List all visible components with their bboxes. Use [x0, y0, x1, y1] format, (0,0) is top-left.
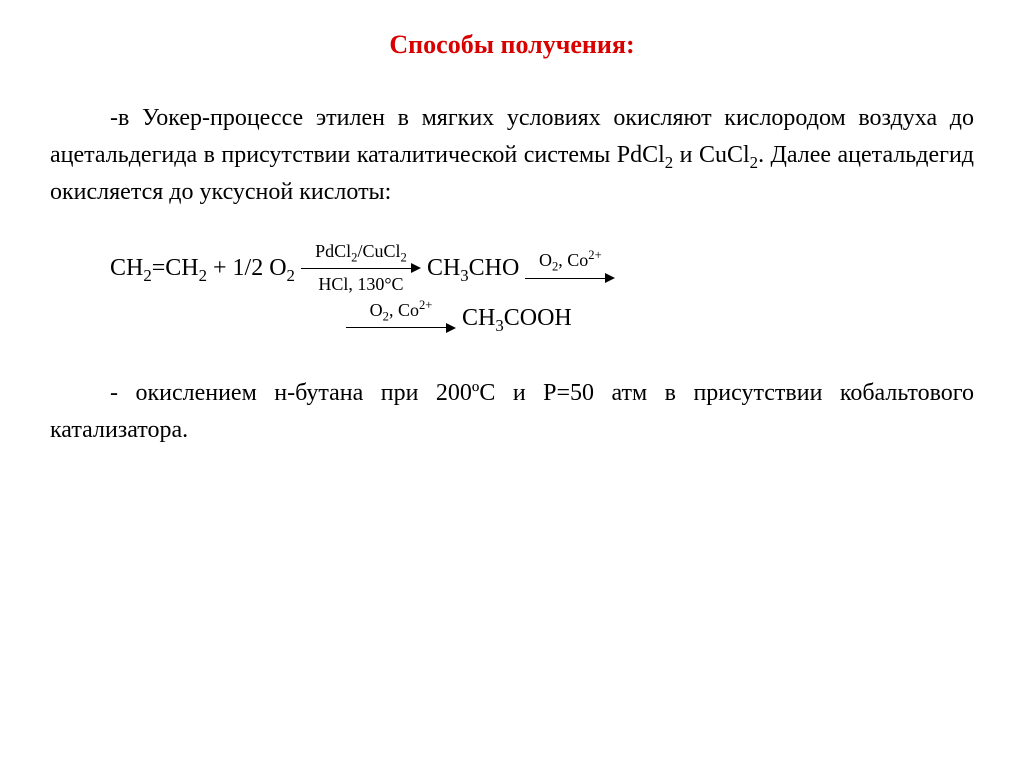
arrow-1: PdCl2/CuCl2 HCl, 130°C [301, 242, 421, 296]
paragraph-2-text: - окислением н-бутана при 200ºС и Р=50 а… [50, 380, 974, 443]
intermediate: CH3CHO [427, 254, 519, 283]
reaction-scheme: CH2=CH2 + 1/2 O2 PdCl2/CuCl2 HCl, 130°C … [110, 242, 974, 335]
product: CH3COOH [462, 304, 572, 333]
arrow-3: O2, Co2+ [346, 301, 456, 335]
scheme-row-2: O2, Co2+ CH3COOH [110, 301, 974, 335]
arrow-1-top-label: PdCl2/CuCl2 [315, 242, 407, 264]
page-title: Способы получения: [50, 30, 974, 60]
arrow-1-bottom-label: HCl, 130°C [318, 273, 403, 295]
arrow-2-head [605, 273, 615, 283]
reactant-lhs: CH2=CH2 + 1/2 O2 [110, 254, 295, 283]
scheme-row-1: CH2=CH2 + 1/2 O2 PdCl2/CuCl2 HCl, 130°C … [110, 242, 974, 296]
arrow-1-head [411, 263, 421, 273]
arrow-3-top-label: O2, Co2+ [370, 301, 433, 323]
arrow-3-head [446, 323, 456, 333]
paragraph-2: - окислением н-бутана при 200ºС и Р=50 а… [50, 375, 974, 449]
arrow-2: O2, Co2+ [525, 251, 615, 285]
arrow-2-stem [525, 278, 605, 279]
arrow-2-top-label: O2, Co2+ [539, 251, 602, 273]
arrow-1-stem [301, 268, 411, 269]
paragraph-1: -в Уокер-процессе этилен в мягких услови… [50, 100, 974, 212]
paragraph-1-text: -в Уокер-процессе этилен в мягких услови… [50, 105, 974, 205]
arrow-3-stem [346, 327, 446, 328]
